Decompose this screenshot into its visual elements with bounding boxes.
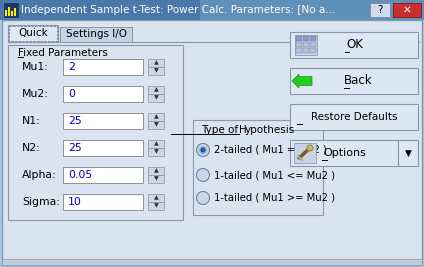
Bar <box>148 121 164 129</box>
Text: ypothesis: ypothesis <box>245 125 295 135</box>
Text: ▲: ▲ <box>153 61 159 65</box>
Text: Alpha:: Alpha: <box>22 170 57 180</box>
Bar <box>148 175 164 183</box>
Bar <box>296 36 302 41</box>
Bar <box>148 140 164 148</box>
Text: ▼: ▼ <box>404 148 411 158</box>
Text: Type of: Type of <box>201 125 241 135</box>
Bar <box>303 42 309 47</box>
Bar <box>310 42 316 47</box>
Bar <box>148 148 164 156</box>
Text: Options: Options <box>324 148 366 158</box>
Bar <box>290 140 398 166</box>
Bar <box>63 140 143 156</box>
Text: 2: 2 <box>68 62 75 72</box>
Text: 25: 25 <box>68 116 82 126</box>
Bar <box>296 42 302 47</box>
Text: H: H <box>239 125 247 135</box>
Circle shape <box>196 143 209 156</box>
Text: Mu2:: Mu2: <box>22 89 49 99</box>
Text: N2:: N2: <box>22 143 41 153</box>
FancyArrow shape <box>292 74 312 88</box>
Bar <box>290 104 418 130</box>
Bar <box>393 3 421 17</box>
Text: ▼: ▼ <box>153 123 159 128</box>
Bar <box>370 3 390 17</box>
Bar <box>148 202 164 210</box>
Circle shape <box>199 146 207 154</box>
Text: 10: 10 <box>68 197 82 207</box>
Bar <box>63 113 143 129</box>
Bar <box>295 35 317 55</box>
Bar <box>290 68 418 94</box>
Circle shape <box>201 147 206 152</box>
Text: Fixed Parameters: Fixed Parameters <box>18 48 108 58</box>
Text: OK: OK <box>346 38 363 52</box>
Bar <box>63 167 143 183</box>
Text: ▼: ▼ <box>153 203 159 209</box>
Text: Sigma:: Sigma: <box>22 197 60 207</box>
Bar <box>14 8 16 16</box>
Circle shape <box>196 168 209 182</box>
Bar <box>148 86 164 94</box>
Bar <box>8 45 183 220</box>
Bar <box>5 10 7 16</box>
Bar <box>63 59 143 75</box>
Bar <box>11 11 13 16</box>
Text: Restore Defaults: Restore Defaults <box>311 112 397 122</box>
Bar <box>148 94 164 102</box>
Bar <box>148 194 164 202</box>
Bar <box>60 27 132 42</box>
Text: ▼: ▼ <box>153 96 159 100</box>
Bar <box>148 59 164 67</box>
Text: 1-tailed ( Mu1 >= Mu2 ): 1-tailed ( Mu1 >= Mu2 ) <box>214 193 335 203</box>
Bar <box>200 0 424 20</box>
Text: ✕: ✕ <box>403 5 411 15</box>
Text: N1:: N1: <box>22 116 41 126</box>
Text: ▲: ▲ <box>153 168 159 174</box>
Bar <box>3 2 19 18</box>
Bar <box>148 67 164 75</box>
Bar <box>63 194 143 210</box>
Bar <box>303 36 309 41</box>
Bar <box>294 143 316 163</box>
Bar <box>2 259 422 265</box>
Circle shape <box>196 191 209 205</box>
Text: ▼: ▼ <box>153 150 159 155</box>
Bar <box>63 86 143 102</box>
Text: 0.05: 0.05 <box>68 170 92 180</box>
Bar <box>193 120 323 215</box>
Text: 2-tailed ( Mu1 = Mu2 ): 2-tailed ( Mu1 = Mu2 ) <box>214 145 327 155</box>
Bar <box>8 7 10 16</box>
Text: 0: 0 <box>68 89 75 99</box>
Bar <box>296 48 302 53</box>
Bar <box>8 25 58 42</box>
Text: Settings I/O: Settings I/O <box>65 29 126 39</box>
Bar <box>290 32 418 58</box>
Text: ?: ? <box>377 5 383 15</box>
Text: Quick: Quick <box>18 28 48 38</box>
Text: Independent Sample t-Test: Power Calc. Parameters: [No a...: Independent Sample t-Test: Power Calc. P… <box>21 5 335 15</box>
Bar <box>0 0 424 20</box>
Circle shape <box>307 145 313 151</box>
Bar <box>310 36 316 41</box>
Text: ▼: ▼ <box>153 69 159 73</box>
Text: ▲: ▲ <box>153 142 159 147</box>
Bar <box>148 167 164 175</box>
Bar <box>310 48 316 53</box>
Bar <box>398 140 418 166</box>
Bar <box>9 26 57 41</box>
Text: 1-tailed ( Mu1 <= Mu2 ): 1-tailed ( Mu1 <= Mu2 ) <box>214 170 335 180</box>
Text: Mu1:: Mu1: <box>22 62 49 72</box>
Text: 25: 25 <box>68 143 82 153</box>
Text: ▲: ▲ <box>153 115 159 120</box>
Text: ▲: ▲ <box>153 195 159 201</box>
Text: ▲: ▲ <box>153 88 159 92</box>
Bar <box>148 113 164 121</box>
Text: Back: Back <box>344 74 372 88</box>
Bar <box>303 48 309 53</box>
Text: ▼: ▼ <box>153 176 159 182</box>
